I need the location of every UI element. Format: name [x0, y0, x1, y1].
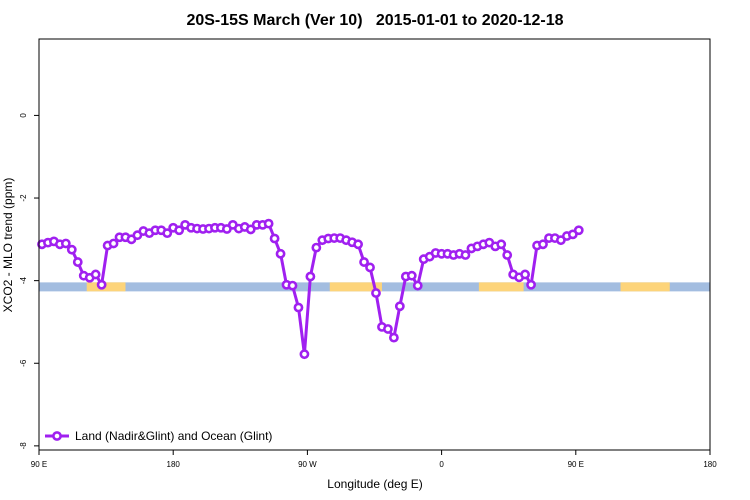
data-point — [305, 271, 316, 282]
y-tick-label: 0 — [19, 113, 28, 118]
data-point — [502, 250, 513, 260]
data-point — [245, 224, 256, 235]
x-tick-label: 90 W — [298, 460, 317, 469]
data-point — [293, 302, 304, 313]
x-tick-label: 180 — [167, 460, 181, 469]
data-point — [353, 239, 363, 250]
y-axis-label: XCO2 - MLO trend (ppm) — [1, 178, 15, 313]
data-point — [383, 324, 393, 334]
data-point — [526, 279, 536, 290]
legend-marker-swatch — [52, 431, 62, 441]
series-layer — [37, 218, 584, 360]
data-point — [573, 225, 584, 236]
data-point — [359, 257, 369, 267]
x-axis: 90 E 180 90 W 0 90 E 180 — [31, 450, 717, 469]
x-tick-label: 90 E — [568, 460, 584, 469]
x-tick-label: 0 — [439, 460, 444, 469]
x-tick-label: 90 E — [31, 460, 47, 469]
x-axis-label: Longitude (deg E) — [327, 477, 422, 491]
data-point — [388, 332, 399, 343]
data-point — [371, 288, 381, 298]
data-point — [174, 225, 185, 236]
data-point — [263, 218, 274, 229]
data-point — [412, 280, 423, 291]
data-point — [394, 301, 405, 312]
data-point — [311, 242, 322, 253]
data-point — [538, 239, 548, 250]
y-tick-label: -8 — [19, 442, 28, 450]
data-point — [162, 228, 173, 239]
data-point — [108, 238, 119, 249]
data-point — [520, 269, 531, 280]
y-tick-label: -4 — [19, 277, 28, 285]
y-axis: 0 -2 -4 -6 -8 — [19, 113, 39, 450]
data-point — [287, 280, 298, 291]
data-point — [269, 233, 280, 244]
data-point — [496, 239, 507, 250]
x-tick-label: 180 — [703, 460, 717, 469]
data-point — [460, 250, 471, 260]
data-point — [275, 248, 286, 259]
data-point — [365, 262, 375, 273]
data-point — [66, 244, 77, 255]
data-point — [60, 238, 71, 249]
data-point — [90, 269, 101, 280]
legend: Land (Nadir&Glint) and Ocean (Glint) — [45, 429, 272, 443]
data-point — [299, 349, 310, 360]
data-point — [72, 257, 83, 267]
data-point — [406, 270, 417, 281]
y-tick-label: -6 — [19, 359, 28, 367]
plot-frame — [38, 38, 711, 451]
chart-title: 20S-15S March (Ver 10) 2015-01-01 to 202… — [186, 12, 563, 29]
y-tick-label: -2 — [19, 194, 28, 202]
data-point — [96, 279, 107, 290]
legend-label: Land (Nadir&Glint) and Ocean (Glint) — [75, 429, 272, 443]
